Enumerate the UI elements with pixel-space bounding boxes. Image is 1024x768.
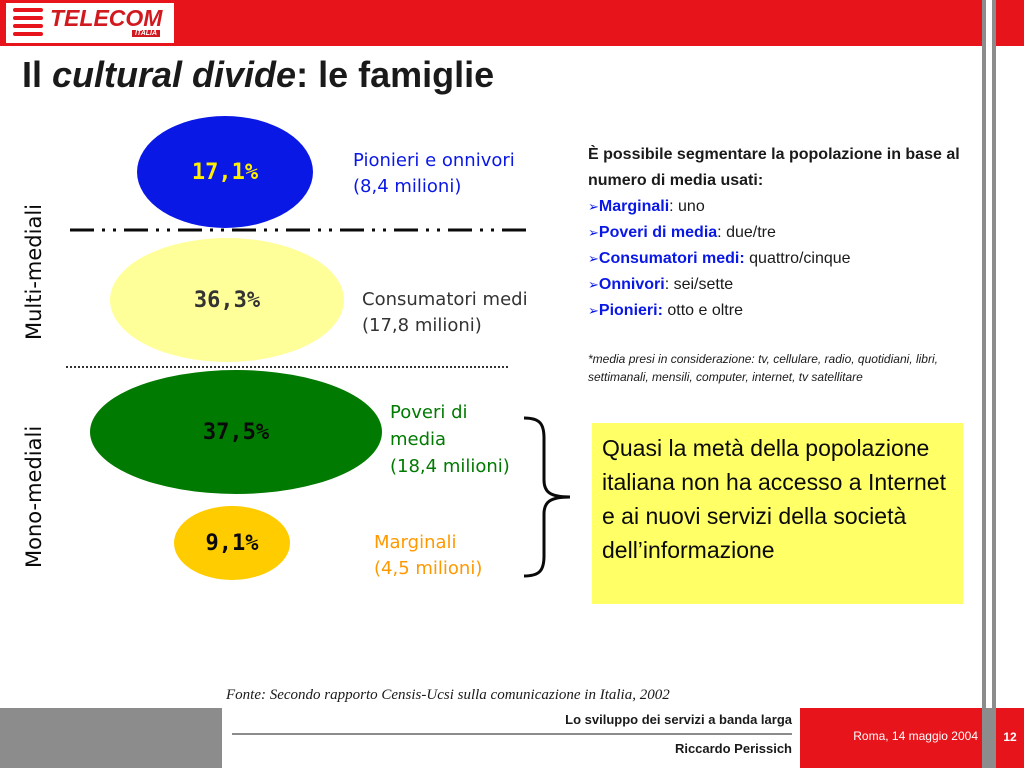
arrow-bullet-icon: ➢	[588, 251, 599, 266]
footer-divider	[232, 733, 792, 735]
list-item: ➢Pionieri: otto e oltre	[588, 298, 980, 324]
item-term: Poveri di media	[598, 224, 718, 241]
segmentation-description: È possibile segmentare la popolazione in…	[588, 142, 980, 324]
arrow-bullet-icon: ➢	[588, 225, 599, 240]
label-line: (4,5 milioni)	[374, 558, 483, 579]
label-line: media	[390, 429, 447, 450]
segment-ellipse-pionieri: 17,1%	[137, 116, 313, 228]
item-value: uno	[678, 198, 705, 215]
item-term: Pionieri:	[598, 302, 663, 319]
footer-date: Roma, 14 maggio 2004	[853, 729, 978, 743]
source-citation: Fonte: Secondo rapporto Censis-Ucsi sull…	[226, 687, 670, 703]
item-term: Onnivori	[598, 276, 665, 293]
right-border-gap	[986, 0, 992, 708]
label-line: Marginali	[374, 532, 457, 553]
callout-box: Quasi la metà della popolazione italiana…	[592, 423, 963, 604]
item-term: Consumatori medi:	[598, 250, 745, 267]
logo-wordmark: TELECOM	[50, 5, 163, 31]
arrow-bullet-icon: ➢	[588, 199, 599, 214]
curly-brace-icon	[523, 416, 571, 578]
item-sep: :	[717, 224, 727, 241]
label-line: Pionieri e onnivori	[353, 150, 515, 171]
telecom-logo: TELECOM ITALIA	[6, 3, 174, 43]
segment-ellipse-marginali: 9,1%	[174, 506, 290, 580]
footer-gray-block	[0, 708, 222, 768]
group-label-monomediali: Mono-mediali	[22, 425, 46, 568]
intro-text: È possibile segmentare la popolazione in…	[588, 146, 960, 189]
segment-label-pionieri: Pionieri e onnivori (8,4 milioni)	[353, 148, 515, 200]
list-item: ➢Onnivori: sei/sette	[588, 272, 980, 298]
segment-label-poveri: Poveri di media (18,4 milioni)	[390, 399, 510, 480]
list-item: ➢Poveri di media: due/tre	[588, 220, 980, 246]
list-item: ➢Consumatori medi: quattro/cinque	[588, 246, 980, 272]
item-term: Marginali	[598, 198, 670, 215]
item-value: otto e oltre	[667, 302, 743, 319]
list-item: ➢Marginali: uno	[588, 194, 980, 220]
segment-ellipse-consumatori: 36,3%	[110, 238, 344, 362]
item-value: quattro/cinque	[749, 250, 851, 267]
title-suffix: : le famiglie	[296, 54, 495, 95]
item-sep: :	[669, 198, 679, 215]
segment-ellipse-poveri: 37,5%	[90, 370, 382, 494]
item-sep: :	[664, 276, 674, 293]
footer-topic: Lo sviluppo dei servizi a banda larga	[565, 712, 792, 727]
label-line: (18,4 milioni)	[390, 456, 510, 477]
segment-label-marginali: Marginali (4,5 milioni)	[374, 530, 482, 582]
logo-subtitle: ITALIA	[132, 30, 161, 37]
arrow-bullet-icon: ➢	[588, 277, 599, 292]
item-value: sei/sette	[673, 276, 734, 293]
footer-page-block	[996, 708, 1024, 768]
label-line: Consumatori medi	[362, 289, 528, 310]
segment-label-consumatori: Consumatori medi (17,8 milioni)	[362, 287, 528, 339]
page-number: 12	[1003, 730, 1017, 744]
label-line: (8,4 milioni)	[353, 176, 462, 197]
logo-stripes-icon	[13, 8, 43, 36]
footnote-media: *media presi in considerazione: tv, cell…	[588, 352, 938, 384]
arrow-bullet-icon: ➢	[588, 303, 599, 318]
group-label-multimediali: Multi-mediali	[22, 204, 46, 340]
dash-dot-separator	[70, 228, 534, 232]
title-italic: cultural divide	[52, 54, 297, 95]
footer-author: Riccardo Perissich	[674, 741, 792, 756]
label-line: Poveri di	[390, 402, 468, 423]
dotted-separator	[66, 366, 508, 368]
item-value: due/tre	[726, 224, 776, 241]
footer-date-block	[800, 708, 982, 768]
header-bar-right	[996, 0, 1024, 46]
slide-title: Il cultural divide: le famiglie	[22, 54, 494, 96]
title-prefix: Il	[22, 54, 53, 95]
label-line: (17,8 milioni)	[362, 315, 482, 336]
